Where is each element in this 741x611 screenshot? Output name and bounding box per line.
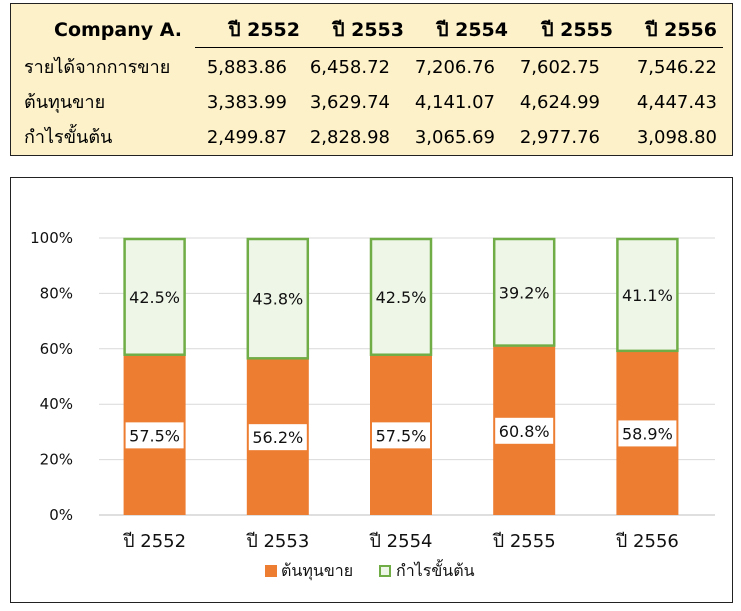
data-label-profit: 42.5% [376,288,427,307]
y-tick-label: 40% [40,395,73,413]
column-header: ปี 2553 [332,19,404,41]
header-divider [195,47,723,48]
y-tick-label: 20% [40,451,73,469]
data-label-cost: 56.2% [252,428,303,447]
table-cell: 3,629.74 [309,92,390,113]
x-tick-label: ปี 2552 [123,531,186,552]
x-tick-label: ปี 2556 [616,531,679,552]
data-label-box [125,422,184,449]
x-tick-label: ปี 2555 [492,531,555,552]
data-label-cost: 60.8% [499,422,550,441]
row-label: รายได้จากการขาย [24,57,171,78]
legend-swatch-cost [265,565,277,577]
table-cell: 3,098.80 [636,127,717,148]
table-cell: 3,065.69 [414,127,495,148]
table-cell: 2,499.87 [206,127,287,148]
bar-segment-profit [246,237,310,360]
y-tick-label: 0% [49,506,73,524]
table-cell: 2,828.98 [309,127,390,148]
table-cell: 6,458.72 [309,57,390,78]
data-label-profit: 39.2% [499,283,550,302]
legend-label-cost: ต้นทุนขาย [281,561,353,581]
y-tick-label: 100% [30,229,73,247]
y-tick-label: 80% [40,284,73,302]
data-label-profit: 41.1% [622,286,673,305]
legend-swatch-profit [379,565,391,577]
column-header: ปี 2556 [645,19,717,41]
bar-segment-profit [123,237,186,356]
stacked-percent-bar-chart: 0% 20% 40% 60% 80% 100% 57.5% 42.5% ปี 2552 56.2%… [10,177,733,603]
table-cell: 4,447.43 [636,92,717,113]
data-label-box [248,424,307,451]
table-cell: 7,602.75 [519,57,600,78]
bar-segment-profit [492,237,556,347]
bar-segment-profit [369,237,433,356]
chart-svg: 0% 20% 40% 60% 80% 100% 57.5% 42.5% ปี 2552 56.2%… [30,229,715,581]
row-label: ต้นทุนขาย [24,92,106,113]
table-cell: 3,383.99 [206,92,287,113]
x-tick-label: ปี 2554 [369,531,432,552]
data-label-profit: 43.8% [252,290,303,309]
column-header: ปี 2555 [541,19,613,41]
table-cell: 7,546.22 [636,57,717,78]
column-header: ปี 2552 [228,19,300,41]
x-tick-label: ปี 2553 [246,531,309,552]
legend-label-profit: กำไรขั้นต้น [396,559,475,580]
data-label-box [618,420,677,447]
data-label-cost: 57.5% [129,426,180,445]
y-tick-label: 60% [40,340,73,358]
table-corner-label: Company A. [54,19,183,41]
data-label-box [495,417,554,444]
table-cell: 5,883.86 [206,57,287,78]
financial-table: Company A. ปี 2552 ปี 2553 ปี 2554 ปี 25… [10,3,733,156]
table-cell: 4,624.99 [519,92,600,113]
row-label: กำไรขั้นต้น [24,127,113,148]
column-header: ปี 2554 [436,19,508,41]
data-label-profit: 42.5% [129,288,180,307]
bar-segment-profit [616,237,679,353]
data-label-cost: 57.5% [376,426,427,445]
table-cell: 2,977.76 [519,127,600,148]
data-label-cost: 58.9% [622,424,673,443]
table-cell: 4,141.07 [414,92,495,113]
data-label-box [372,422,430,449]
table-cell: 7,206.76 [414,57,495,78]
